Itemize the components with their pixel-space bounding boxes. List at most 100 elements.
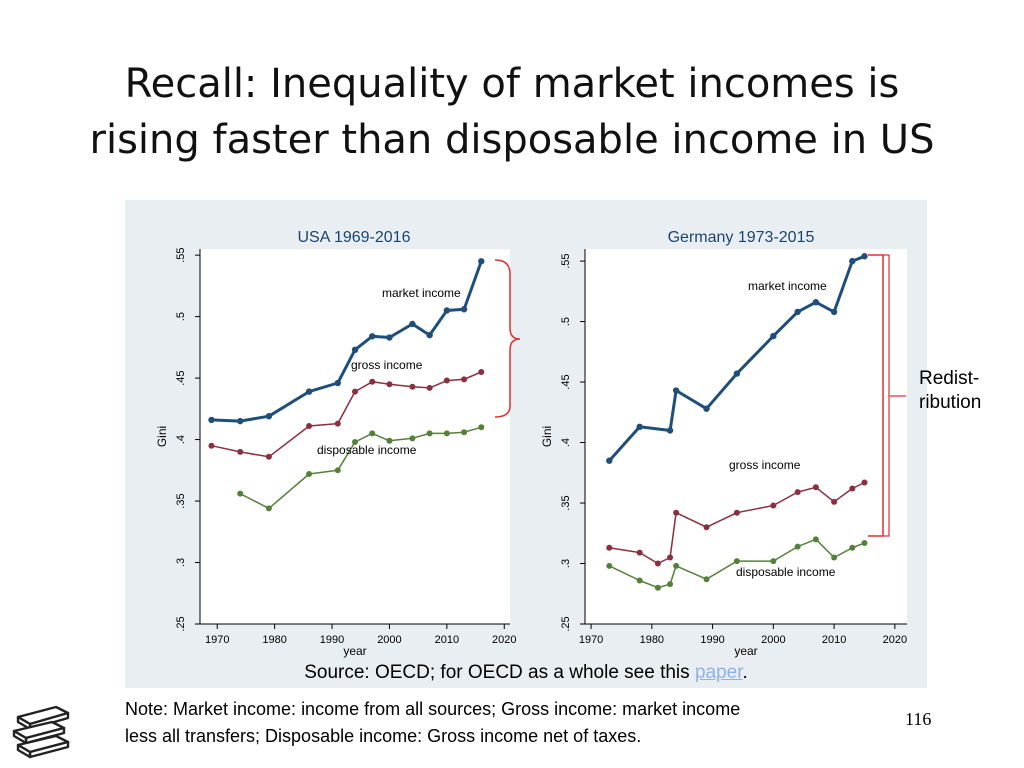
usa-y-tick-label: .55: [175, 247, 187, 262]
germany-gross-income-point: [703, 524, 710, 531]
usa-market-income-point: [386, 334, 393, 341]
usa-y-tick-label: .25: [175, 616, 187, 631]
usa-y-tick-label: .5: [175, 312, 187, 321]
germany-y-tick-label: .35: [560, 495, 572, 510]
usa-disposable-income-point: [265, 505, 272, 512]
usa-market-income-point: [409, 320, 416, 328]
germany-market-income-point: [861, 253, 868, 260]
germany-market-income-point: [672, 387, 680, 394]
usa-disposable-income-point: [237, 490, 244, 497]
germany-market-income-point: [849, 257, 856, 265]
usa-x-axis-label: year: [343, 644, 366, 658]
germany-y-tick-label: .5: [560, 317, 572, 326]
page-number: 116: [905, 709, 932, 729]
germany-x-tick-label: 2020: [883, 634, 907, 646]
germany-market-income-label: market income: [748, 279, 827, 293]
germany-disposable-income-point: [861, 539, 868, 546]
germany-disposable-income-point: [733, 558, 740, 565]
germany-x-tick-label: 1980: [640, 634, 664, 646]
usa-disposable-income-label: disposable income: [317, 443, 417, 457]
usa-disposable-income-point: [478, 424, 485, 431]
germany-y-tick-label: .25: [560, 616, 572, 631]
usa-x-tick-label: 2000: [377, 634, 401, 646]
redistribution-label: Redist- ribution: [919, 367, 981, 415]
germany-market-income-point: [606, 457, 613, 464]
usa-market-income-label: market income: [382, 286, 461, 300]
slide-title: Recall: Inequality of market incomes is …: [0, 56, 1024, 168]
usa-disposable-income-point: [409, 435, 416, 442]
germany-gross-income-label: gross income: [729, 458, 801, 472]
usa-x-tick-label: 1970: [205, 634, 229, 646]
usa-gross-income-label: gross income: [351, 358, 423, 372]
usa-market-income-point: [236, 417, 244, 425]
usa-market-income-point: [334, 379, 341, 387]
note-line-2: less all transfers; Disposable income: G…: [125, 726, 642, 746]
germany-gross-income-point: [733, 509, 740, 516]
germany-gross-income-point: [794, 489, 801, 496]
germany-market-income-point: [830, 308, 838, 316]
germany-disposable-income-point: [636, 577, 643, 584]
note: Note: Market income: income from all sou…: [125, 696, 915, 750]
usa-gross-income-point: [237, 448, 244, 455]
usa-disposable-income-point: [426, 430, 433, 437]
germany-disposable-income-point: [831, 554, 838, 561]
redistribution-label-line-2: ribution: [919, 392, 982, 413]
germany-disposable-income-point: [849, 544, 856, 551]
chart-panel: USA 1969-2016 .25 .3 .35 .4 .45 .5 .55 1970 1980 1…: [125, 200, 927, 688]
usa-y-tick-label: .3: [175, 558, 187, 567]
germany-disposable-income-point: [812, 536, 819, 543]
germany-gross-income-point: [861, 479, 868, 486]
usa-y-tick-label: .4: [175, 435, 187, 444]
germany-x-tick-label: 2010: [822, 634, 846, 646]
usa-gross-income-point: [409, 383, 416, 390]
germany-y-tick-label: .3: [560, 559, 572, 568]
germany-gross-income-point: [770, 502, 777, 509]
paper-link[interactable]: paper: [694, 662, 743, 683]
usa-redistribution-brace: [494, 259, 521, 418]
usa-x-tick-label: 1980: [262, 634, 286, 646]
usa-gross-income-point: [461, 376, 468, 383]
germany-market-income-point: [794, 308, 801, 316]
slide-title-line-2: rising faster than disposable income in …: [89, 117, 935, 163]
usa-gross-income-point: [352, 388, 358, 395]
usa-gross-income-point: [208, 442, 215, 449]
usa-market-income-point: [460, 306, 468, 313]
germany-y-tick-label: .45: [560, 374, 572, 389]
germany-x-tick-label: 2000: [761, 634, 785, 646]
germany-disposable-income-point: [703, 576, 710, 583]
usa-disposable-income-point: [334, 467, 341, 474]
germany-market-income-point: [703, 405, 710, 412]
germany-market-income-point: [812, 299, 820, 306]
germany-disposable-income-point: [654, 584, 661, 591]
germany-disposable-income-label: disposable income: [736, 565, 836, 579]
germany-gross-income-point: [831, 498, 838, 505]
usa-disposable-income-point: [443, 430, 450, 437]
redistribution-label-line-1: Redist-: [919, 368, 980, 389]
germany-market-income-point: [636, 423, 643, 431]
usa-gross-income-point: [334, 420, 341, 427]
usa-gross-income-point: [306, 423, 313, 430]
usa-disposable-income-point: [461, 429, 468, 436]
usa-chart-title: USA 1969-2016: [298, 229, 411, 246]
germany-x-tick-label: 1970: [579, 634, 603, 646]
germany-disposable-income-point: [673, 562, 680, 569]
usa-market-income-point: [478, 258, 485, 265]
germany-disposable-income-point: [606, 562, 613, 569]
note-line-1: Note: Market income: income from all sou…: [125, 699, 741, 719]
usa-gross-income-point: [386, 381, 393, 388]
source-text: Source: OECD; for OECD as a whole see th…: [304, 662, 695, 683]
germany-chart-title: Germany 1973-2015: [668, 229, 815, 246]
germany-gross-income-point: [606, 544, 613, 551]
germany-redistribution-brace: [868, 254, 884, 537]
germany-market-income-line: [608, 254, 866, 462]
germany-market-income-point: [733, 370, 741, 377]
germany-gross-income-point: [812, 484, 819, 491]
germany-market-income-point: [770, 332, 777, 340]
usa-y-axis-label: Gini: [155, 426, 169, 447]
usa-market-income-point: [443, 307, 451, 314]
germany-gross-income-point: [654, 560, 661, 567]
usa-disposable-income-point: [306, 471, 313, 477]
usa-market-income-point: [208, 416, 215, 424]
germany-market-income-point: [666, 427, 674, 434]
usa-market-income-point: [265, 413, 273, 420]
